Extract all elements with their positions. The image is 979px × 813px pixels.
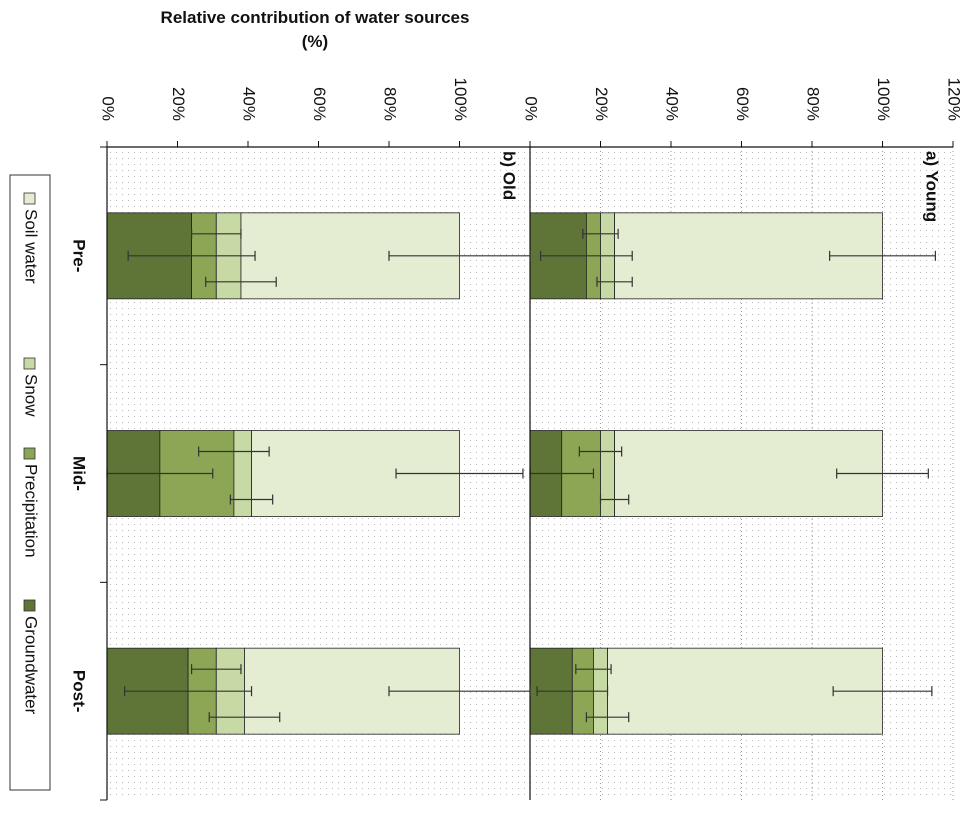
error-bar	[539, 250, 633, 261]
error-bar	[578, 446, 623, 457]
error-bar	[832, 686, 933, 697]
legend-swatch	[23, 192, 36, 205]
error-bar	[836, 468, 929, 479]
error-bar	[829, 250, 936, 261]
error-bar	[388, 250, 531, 261]
y-tick-label: 100%	[451, 78, 470, 121]
y-tick-label: 20%	[169, 87, 188, 121]
y-tick-label: 20%	[592, 87, 611, 121]
error-bar	[205, 276, 277, 287]
y-tick-label: 60%	[733, 87, 752, 121]
axis-title: Relative contribution of water sources (…	[160, 8, 470, 51]
error-bar	[191, 228, 242, 239]
error-bar	[536, 686, 609, 697]
panel-title: b) Old	[500, 151, 519, 200]
legend-swatch	[23, 357, 36, 370]
y-tick-label: 0%	[522, 96, 541, 121]
legend-label: Precipitation	[22, 464, 41, 558]
error-bar	[575, 664, 612, 675]
panel-title: a) Young	[923, 151, 942, 222]
y-tick-label: 80%	[804, 87, 823, 121]
error-bar	[191, 664, 242, 675]
bar-segment	[233, 430, 252, 517]
error-bar	[585, 712, 630, 723]
x-tick-label: Pre-	[70, 239, 89, 272]
legend-box	[9, 174, 51, 791]
error-bar	[127, 250, 256, 261]
error-bar	[229, 494, 274, 505]
legend-swatch	[23, 599, 36, 612]
legend-label: Groundwater	[22, 616, 41, 715]
y-tick-label: 100%	[874, 78, 893, 121]
y-tick-label: 60%	[310, 87, 329, 121]
y-tick-label: 40%	[240, 87, 259, 121]
y-tick-label: 40%	[663, 87, 682, 121]
error-bar	[124, 686, 253, 697]
error-bar	[198, 446, 270, 457]
legend-label: Snow	[22, 374, 41, 417]
error-bar	[599, 494, 630, 505]
error-bar	[582, 228, 619, 239]
bar-segment	[600, 430, 616, 517]
y-tick-label: 80%	[381, 87, 400, 121]
y-tick-label: 0%	[99, 96, 118, 121]
legend-label: Soil water	[22, 209, 41, 284]
y-tick-label: 120%	[945, 78, 964, 121]
error-bar	[395, 468, 524, 479]
error-bar	[388, 686, 531, 697]
error-bar	[596, 276, 633, 287]
legend-swatch	[23, 447, 36, 460]
x-tick-label: Mid-	[70, 456, 89, 491]
error-bar	[208, 712, 281, 723]
x-tick-label: Post-	[70, 670, 89, 713]
